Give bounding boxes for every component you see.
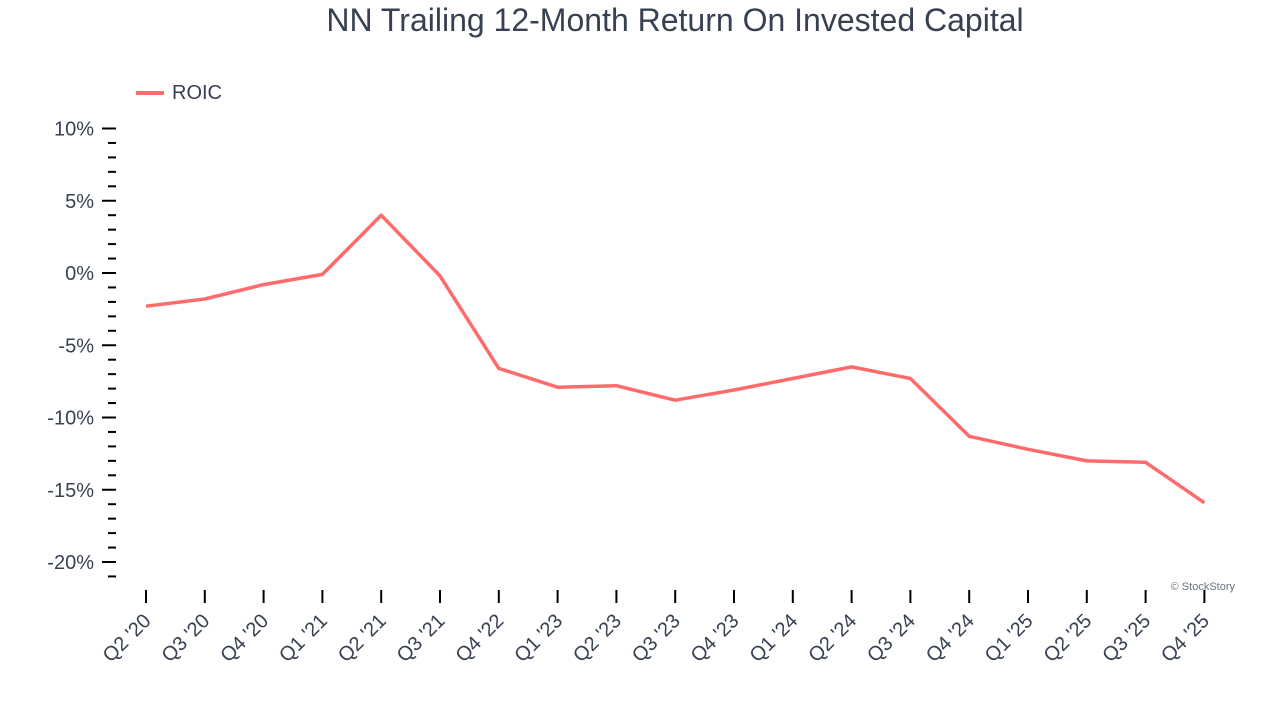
x-tick-label: Q4 '22 — [452, 610, 509, 667]
y-tick-label: -5% — [58, 335, 94, 357]
roic-line — [145, 213, 1206, 505]
chart-title: NN Trailing 12-Month Return On Invested … — [326, 2, 1024, 38]
x-tick-label: Q3 '23 — [628, 610, 685, 667]
x-tick-label: Q3 '21 — [393, 610, 450, 667]
y-tick-label: -15% — [47, 480, 94, 502]
x-tick-label: Q2 '20 — [99, 610, 156, 667]
x-tick-label: Q4 '24 — [922, 610, 979, 667]
y-tick-label: -10% — [47, 408, 94, 430]
x-axis: Q2 '20 Q3 '20 Q4 '20 Q1 '21 Q2 '21 Q3 '21 Q4 '… — [99, 590, 1214, 667]
series-roic — [145, 213, 1206, 505]
credit-text: © StockStory — [1171, 581, 1236, 593]
x-tick-label: Q2 '21 — [334, 610, 391, 667]
x-tick-label: Q4 '20 — [216, 610, 273, 667]
x-tick-label: Q3 '20 — [158, 610, 215, 667]
x-tick-label: Q2 '25 — [1040, 610, 1097, 667]
y-tick-label: 10% — [54, 119, 94, 141]
x-tick-label: Q1 '21 — [275, 610, 332, 667]
legend-label-roic: ROIC — [172, 82, 222, 104]
x-tick-label: Q3 '25 — [1098, 610, 1155, 667]
x-tick-label: Q1 '23 — [510, 610, 567, 667]
x-tick-label: Q1 '24 — [746, 610, 803, 667]
y-tick-label: 0% — [65, 263, 94, 285]
x-tick-label: Q4 '23 — [687, 610, 744, 667]
x-tick-label: Q1 '25 — [981, 610, 1038, 667]
legend: ROIC — [136, 82, 222, 104]
y-axis: 10% 5% 0% -5% -10% -15% -20% — [47, 119, 116, 578]
x-tick-label: Q4 '25 — [1157, 610, 1214, 667]
x-tick-label: Q2 '24 — [804, 610, 861, 667]
y-tick-label: -20% — [47, 552, 94, 574]
y-tick-label: 5% — [65, 191, 94, 213]
x-tick-label: Q2 '23 — [569, 610, 626, 667]
x-tick-label: Q3 '24 — [863, 610, 920, 667]
